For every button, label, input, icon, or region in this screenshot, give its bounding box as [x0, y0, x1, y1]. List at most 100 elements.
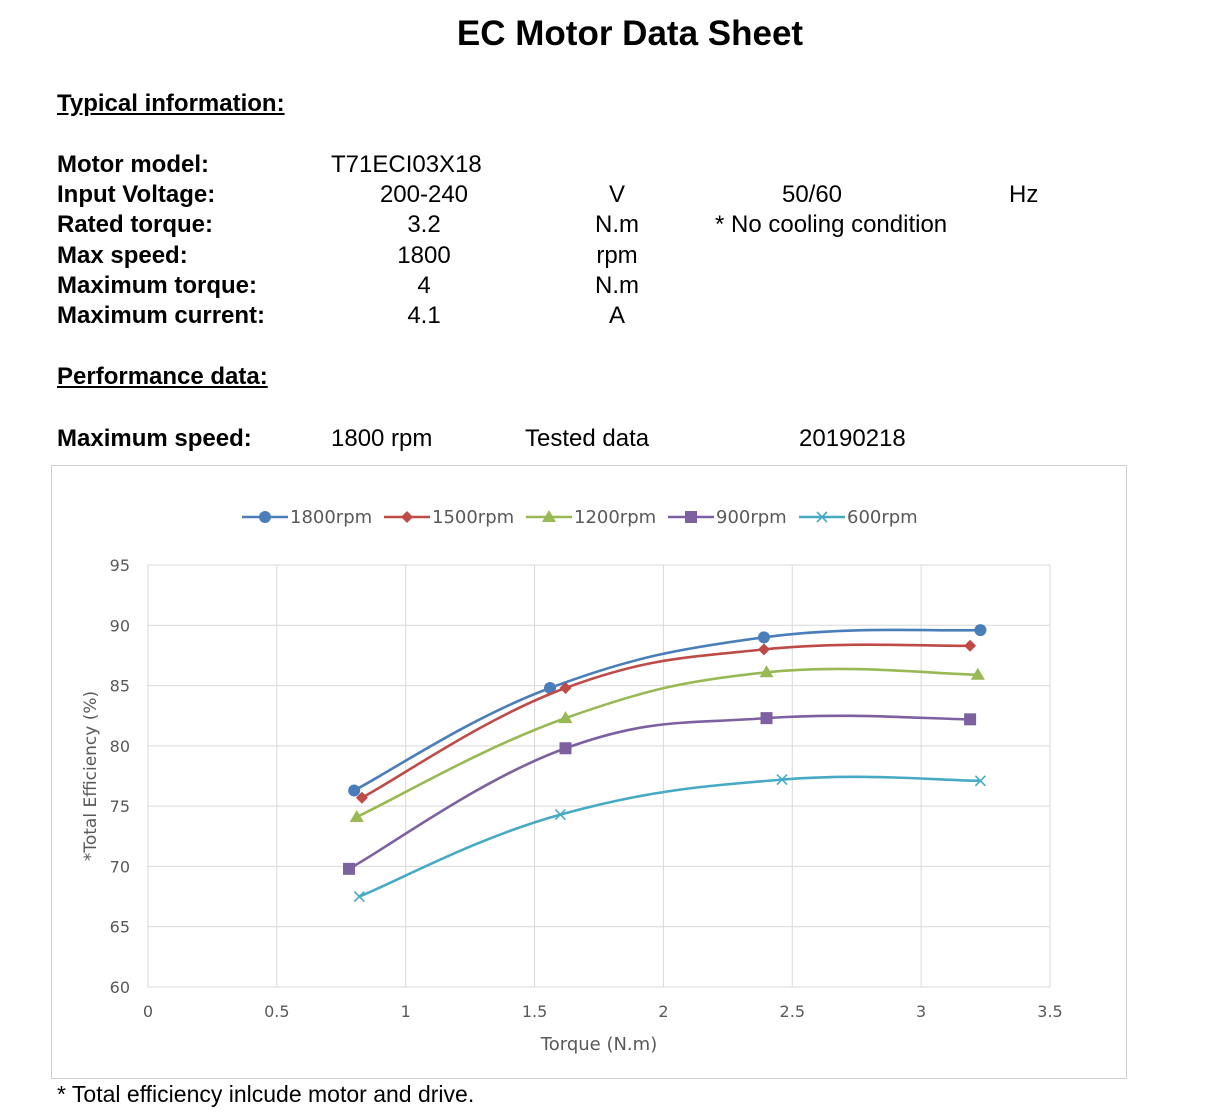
data-point-1800rpm — [544, 681, 557, 694]
data-point-600rpm — [353, 891, 365, 903]
y-tick-label: 70 — [110, 857, 130, 876]
data-point-1200rpm — [759, 665, 774, 678]
row-extra-unit-hz: Hz — [1009, 181, 1039, 208]
row-unit-max-current: A — [608, 302, 625, 329]
x-tick-label: 1 — [401, 1002, 411, 1021]
row-extra-cooling-note: * No cooling condition — [715, 211, 948, 238]
data-point-1500rpm — [757, 643, 770, 656]
legend-item-900rpm: 900rpm — [668, 507, 787, 528]
series-1800rpm — [348, 624, 987, 797]
row-unit-input-voltage: V — [608, 181, 625, 208]
series-line-1200rpm — [356, 667, 978, 819]
row-label-max-speed: Max speed: — [57, 242, 188, 269]
x-marker-stroke — [554, 809, 566, 821]
typical-info-heading: Typical information: — [57, 90, 285, 117]
data-point-900rpm — [964, 713, 977, 726]
row-label-max-torque: Maximum torque: — [57, 272, 258, 299]
legend-marker — [259, 511, 271, 523]
legend-marker — [401, 511, 413, 523]
x-tick-label: 1.5 — [522, 1002, 547, 1021]
max-speed-value: 1800 rpm — [331, 425, 433, 452]
legend-label-1500rpm: 1500rpm — [432, 507, 514, 528]
row-unit-rated-torque: N.m — [595, 211, 639, 238]
performance-heading: Performance data: — [57, 363, 268, 390]
legend-item-1200rpm: 1200rpm — [526, 507, 656, 528]
data-point-1500rpm — [964, 639, 977, 652]
x-marker-stroke — [974, 775, 986, 787]
series-line-1500rpm — [361, 643, 971, 799]
data-point-1200rpm — [349, 809, 364, 822]
series-600rpm — [353, 774, 986, 903]
legend-label-900rpm: 900rpm — [716, 507, 787, 528]
chart-container: 0 0.5 1 1.5 2 2.5 3 3.5 60 65 70 75 80 85 90 95 Torque (… — [51, 465, 1127, 1079]
max-speed-label: Maximum speed: — [57, 425, 252, 452]
data-point-900rpm — [559, 742, 572, 755]
row-value-rated-torque: 3.2 — [407, 211, 441, 238]
row-label-input-voltage: Input Voltage: — [57, 181, 216, 208]
y-tick-label: 90 — [110, 616, 130, 635]
data-point-600rpm — [974, 775, 986, 787]
row-value-max-torque: 4 — [417, 272, 431, 299]
chart-legend: 1800rpm 1500rpm 1200rpm 900rpm 600rpm — [242, 507, 918, 528]
legend-label-1200rpm: 1200rpm — [574, 507, 656, 528]
y-tick-label: 85 — [110, 677, 130, 696]
data-point-1800rpm — [974, 624, 987, 637]
data-point-900rpm — [760, 712, 773, 725]
y-axis-label: *Total Efficiency (%) — [81, 691, 101, 861]
x-tick-label: 0.5 — [264, 1002, 289, 1021]
series-1500rpm — [355, 639, 977, 804]
tested-data-label: Tested data — [525, 425, 650, 452]
x-marker-stroke — [776, 774, 788, 786]
x-tick-label: 3 — [916, 1002, 926, 1021]
data-point-1500rpm — [355, 791, 368, 804]
series-900rpm — [343, 712, 977, 875]
row-unit-max-torque: N.m — [595, 272, 639, 299]
data-point-1800rpm — [757, 631, 770, 644]
footnote: * Total efficiency inlcude motor and dri… — [57, 1081, 475, 1107]
legend-label-1800rpm: 1800rpm — [290, 507, 372, 528]
x-marker-stroke — [353, 891, 365, 903]
x-marker-stroke — [816, 511, 828, 523]
series-line-600rpm — [358, 775, 981, 898]
series-line-900rpm — [348, 714, 971, 870]
data-point-1800rpm — [348, 784, 361, 797]
row-label-rated-torque: Rated torque: — [57, 211, 213, 238]
legend-marker — [816, 511, 828, 523]
y-tick-label: 65 — [110, 918, 130, 937]
row-value-input-voltage: 200-240 — [379, 181, 469, 208]
row-label-motor-model: Motor model: — [57, 151, 209, 178]
x-tick-label: 2 — [658, 1002, 668, 1021]
data-point-1500rpm — [559, 681, 572, 694]
legend-marker — [542, 510, 556, 522]
y-tick-label: 60 — [110, 978, 130, 997]
legend-item-1500rpm: 1500rpm — [384, 507, 514, 528]
row-label-max-current: Maximum current: — [57, 302, 266, 329]
x-axis-label: Torque (N.m) — [540, 1034, 657, 1055]
efficiency-chart: 0 0.5 1 1.5 2 2.5 3 3.5 60 65 70 75 80 85 90 95 Torque (… — [81, 507, 1063, 1055]
tested-data-value: 20190218 — [799, 425, 906, 452]
legend-label-600rpm: 600rpm — [847, 507, 918, 528]
row-extra-frequency: 50/60 — [781, 181, 843, 208]
data-point-900rpm — [343, 862, 356, 875]
y-tick-label: 80 — [110, 737, 130, 756]
row-unit-max-speed: rpm — [596, 242, 638, 269]
x-tick-label: 0 — [143, 1002, 153, 1021]
series-line-1800rpm — [353, 628, 981, 792]
legend-item-1800rpm: 1800rpm — [242, 507, 372, 528]
data-point-600rpm — [776, 774, 788, 786]
plot-area — [147, 564, 1051, 988]
legend-item-600rpm: 600rpm — [799, 507, 918, 528]
data-point-1200rpm — [558, 711, 573, 724]
data-point-1200rpm — [970, 667, 985, 680]
row-value-max-current: 4.1 — [407, 302, 441, 329]
legend-marker — [685, 511, 697, 523]
x-tick-label: 3.5 — [1037, 1002, 1062, 1021]
x-tick-label: 2.5 — [780, 1002, 805, 1021]
page-title: EC Motor Data Sheet — [456, 14, 804, 53]
series-1200rpm — [349, 665, 985, 822]
row-value-motor-model: T71ECI03X18 — [331, 151, 482, 178]
y-tick-label: 75 — [110, 797, 130, 816]
data-point-600rpm — [554, 809, 566, 821]
y-tick-label: 95 — [110, 556, 130, 575]
row-value-max-speed: 1800 — [397, 242, 451, 269]
